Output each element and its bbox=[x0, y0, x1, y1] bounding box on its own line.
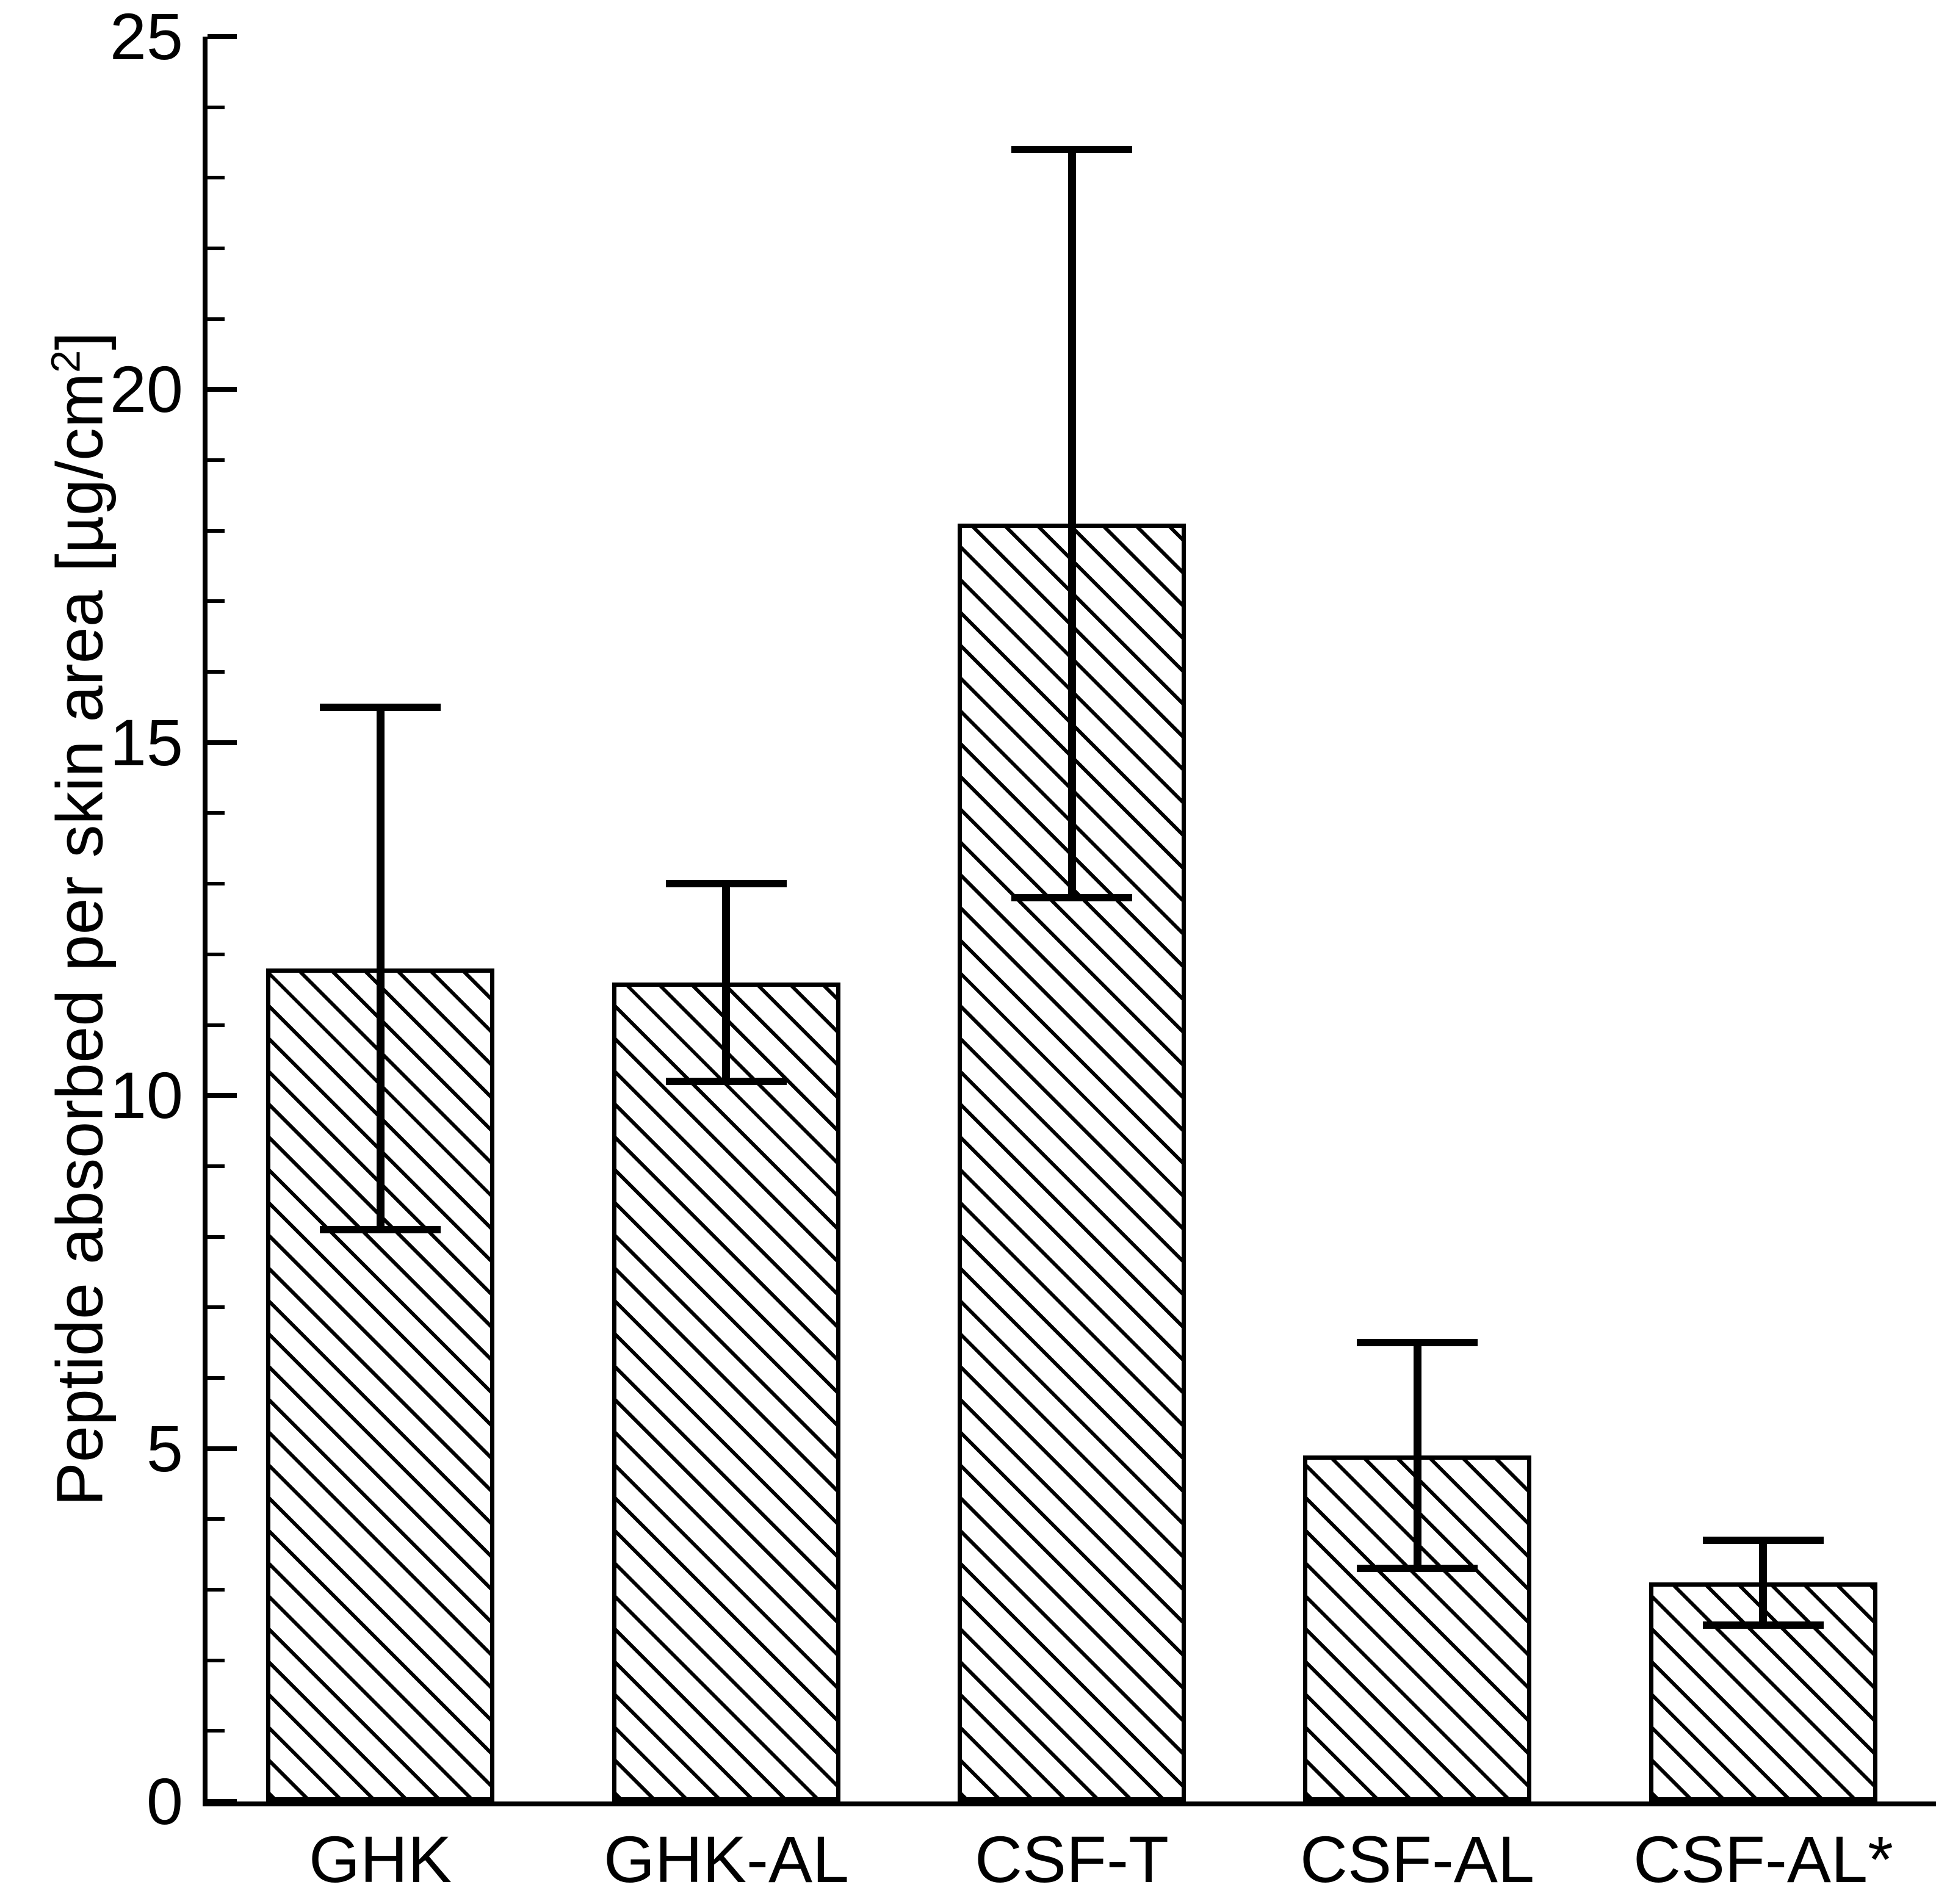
x-category-label-CSF-AL: CSF-AL bbox=[1299, 1822, 1535, 1896]
y-axis-minor-tick bbox=[208, 599, 225, 603]
error-bar-cap-bottom-CSF-AL* bbox=[1703, 1621, 1824, 1629]
y-tick-label: 15 bbox=[109, 705, 183, 779]
y-tick-label: 10 bbox=[109, 1058, 183, 1132]
y-axis-minor-tick bbox=[208, 247, 225, 250]
bar-CSF-T bbox=[958, 524, 1186, 1801]
y-axis-minor-tick bbox=[208, 1588, 225, 1592]
y-axis-major-tick bbox=[208, 1446, 237, 1451]
x-category-label-GHK: GHK bbox=[308, 1822, 452, 1896]
y-axis-minor-tick bbox=[208, 953, 225, 956]
x-category-label-CSF-AL*: CSF-AL* bbox=[1633, 1822, 1894, 1896]
bar-GHK-AL bbox=[612, 983, 840, 1801]
y-tick-label: 25 bbox=[109, 0, 183, 73]
error-bar-cap-bottom-GHK bbox=[320, 1226, 441, 1233]
y-axis-major-tick bbox=[208, 34, 237, 39]
y-axis-major-tick bbox=[208, 1799, 237, 1804]
error-bar-cap-bottom-CSF-T bbox=[1011, 894, 1132, 901]
y-axis-minor-tick bbox=[208, 529, 225, 533]
y-axis-title: Peptide absorbed per skin area [µg/cm2] bbox=[42, 332, 118, 1507]
y-axis-minor-tick bbox=[208, 1023, 225, 1027]
y-axis-major-tick bbox=[208, 1093, 237, 1098]
y-tick-label: 5 bbox=[146, 1412, 183, 1485]
error-bar-cap-bottom-CSF-AL bbox=[1357, 1565, 1478, 1572]
y-axis-minor-tick bbox=[208, 1305, 225, 1309]
y-axis-minor-tick bbox=[208, 670, 225, 674]
y-axis-minor-tick bbox=[208, 176, 225, 179]
y-axis-major-tick bbox=[208, 740, 237, 745]
y-axis-minor-tick bbox=[208, 882, 225, 885]
error-bar-cap-top-GHK-AL bbox=[666, 880, 787, 887]
error-bar-cap-bottom-GHK-AL bbox=[666, 1078, 787, 1085]
error-bar-stem-CSF-AL bbox=[1414, 1343, 1421, 1568]
y-axis-minor-tick bbox=[208, 1235, 225, 1239]
y-axis-minor-tick bbox=[208, 317, 225, 321]
error-bar-cap-top-GHK bbox=[320, 704, 441, 711]
y-tick-label: 0 bbox=[146, 1764, 183, 1838]
y-axis-minor-tick bbox=[208, 1729, 225, 1733]
y-axis-minor-tick bbox=[208, 1164, 225, 1168]
y-axis-minor-tick bbox=[208, 458, 225, 462]
bar-GHK bbox=[266, 968, 494, 1801]
error-bar-stem-GHK-AL bbox=[722, 884, 730, 1081]
error-bar-stem-CSF-AL* bbox=[1759, 1540, 1767, 1625]
error-bar-cap-top-CSF-T bbox=[1011, 146, 1132, 153]
y-axis-title-text: Peptide absorbed per skin area [µg/cm bbox=[42, 373, 117, 1507]
y-axis-minor-tick bbox=[208, 106, 225, 109]
y-axis-title-bracket: ] bbox=[42, 331, 117, 350]
error-bar-stem-CSF-T bbox=[1068, 150, 1076, 898]
y-axis-minor-tick bbox=[208, 1659, 225, 1662]
error-bar-cap-top-CSF-AL* bbox=[1703, 1537, 1824, 1544]
error-bar-cap-top-CSF-AL bbox=[1357, 1339, 1478, 1346]
y-axis-minor-tick bbox=[208, 1517, 225, 1521]
error-bar-stem-GHK bbox=[377, 707, 385, 1230]
y-axis-minor-tick bbox=[208, 811, 225, 815]
bar-CSF-AL bbox=[1303, 1455, 1531, 1801]
x-category-label-GHK-AL: GHK-AL bbox=[603, 1822, 850, 1896]
y-axis-major-tick bbox=[208, 387, 237, 392]
x-category-label-CSF-T: CSF-T bbox=[975, 1822, 1169, 1896]
y-axis-minor-tick bbox=[208, 1376, 225, 1380]
y-tick-label: 20 bbox=[109, 352, 183, 426]
